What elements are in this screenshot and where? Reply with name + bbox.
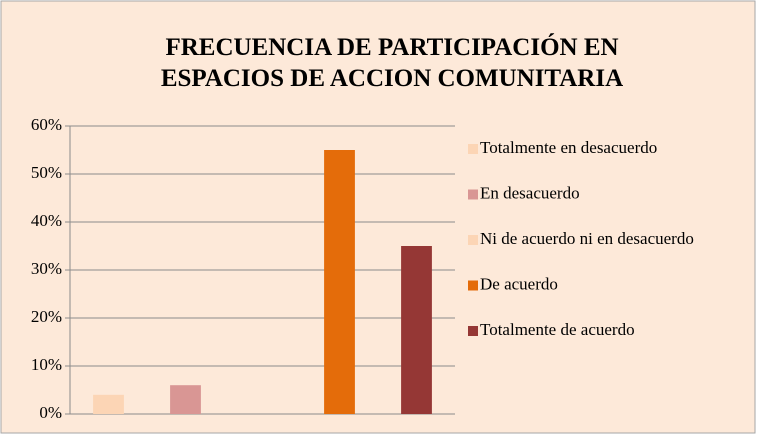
y-tick-label: 20% (31, 307, 62, 326)
y-tick-label: 30% (31, 259, 62, 278)
y-tick-label: 0% (39, 403, 62, 422)
y-tick-label: 10% (31, 355, 62, 374)
legend-label: Ni de acuerdo ni en desacuerdo (480, 229, 694, 248)
legend-label: Totalmente de acuerdo (480, 320, 635, 339)
legend-swatch (468, 144, 478, 154)
legend-label: Totalmente en desacuerdo (480, 138, 657, 157)
bar (324, 150, 355, 414)
legend-label: En desacuerdo (480, 183, 580, 202)
bar (93, 394, 124, 414)
chart-title: FRECUENCIA DE PARTICIPACIÓN EN ESPACIOS … (160, 34, 624, 92)
y-tick-label: 50% (31, 163, 62, 182)
bar (170, 385, 201, 414)
bar (401, 246, 432, 414)
y-tick-label: 40% (31, 211, 62, 230)
legend-swatch (468, 280, 478, 291)
legend-swatch (468, 235, 478, 245)
y-tick-label: 60% (31, 115, 62, 134)
legend-label: De acuerdo (480, 274, 558, 293)
legend-swatch (468, 189, 478, 200)
legend-swatch (468, 326, 478, 336)
